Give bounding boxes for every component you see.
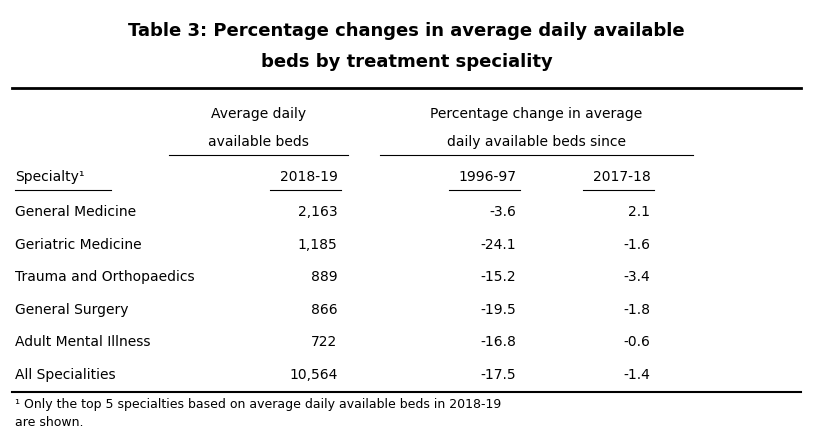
Text: 2018-19: 2018-19 xyxy=(280,170,337,184)
Text: 10,564: 10,564 xyxy=(289,368,337,382)
Text: -24.1: -24.1 xyxy=(480,238,516,252)
Text: -19.5: -19.5 xyxy=(480,303,516,317)
Text: Specialty¹: Specialty¹ xyxy=(15,170,84,184)
Text: -15.2: -15.2 xyxy=(480,270,516,284)
Text: 866: 866 xyxy=(311,303,337,317)
Text: available beds: available beds xyxy=(208,135,309,149)
Text: -1.4: -1.4 xyxy=(624,368,650,382)
Text: 2017-18: 2017-18 xyxy=(593,170,650,184)
Text: 722: 722 xyxy=(311,335,337,349)
Text: -1.6: -1.6 xyxy=(624,238,650,252)
Text: -3.6: -3.6 xyxy=(489,205,516,219)
Text: General Surgery: General Surgery xyxy=(15,303,128,317)
Text: -16.8: -16.8 xyxy=(480,335,516,349)
Text: -0.6: -0.6 xyxy=(624,335,650,349)
Text: Table 3: Percentage changes in average daily available: Table 3: Percentage changes in average d… xyxy=(128,22,685,40)
Text: daily available beds since: daily available beds since xyxy=(447,135,626,149)
Text: 1,185: 1,185 xyxy=(298,238,337,252)
Text: Average daily: Average daily xyxy=(211,106,307,121)
Text: 889: 889 xyxy=(311,270,337,284)
Text: beds by treatment speciality: beds by treatment speciality xyxy=(261,54,552,71)
Text: 2,163: 2,163 xyxy=(298,205,337,219)
Text: Adult Mental Illness: Adult Mental Illness xyxy=(15,335,150,349)
Text: ¹ Only the top 5 specialties based on average daily available beds in 2018-19: ¹ Only the top 5 specialties based on av… xyxy=(15,398,501,411)
Text: Geriatric Medicine: Geriatric Medicine xyxy=(15,238,141,252)
Text: Percentage change in average: Percentage change in average xyxy=(430,106,643,121)
Text: -17.5: -17.5 xyxy=(480,368,516,382)
Text: 2.1: 2.1 xyxy=(628,205,650,219)
Text: 1996-97: 1996-97 xyxy=(459,170,516,184)
Text: -1.8: -1.8 xyxy=(624,303,650,317)
Text: -3.4: -3.4 xyxy=(624,270,650,284)
Text: General Medicine: General Medicine xyxy=(15,205,136,219)
Text: Trauma and Orthopaedics: Trauma and Orthopaedics xyxy=(15,270,194,284)
Text: All Specialities: All Specialities xyxy=(15,368,115,382)
Text: are shown.: are shown. xyxy=(15,416,83,429)
